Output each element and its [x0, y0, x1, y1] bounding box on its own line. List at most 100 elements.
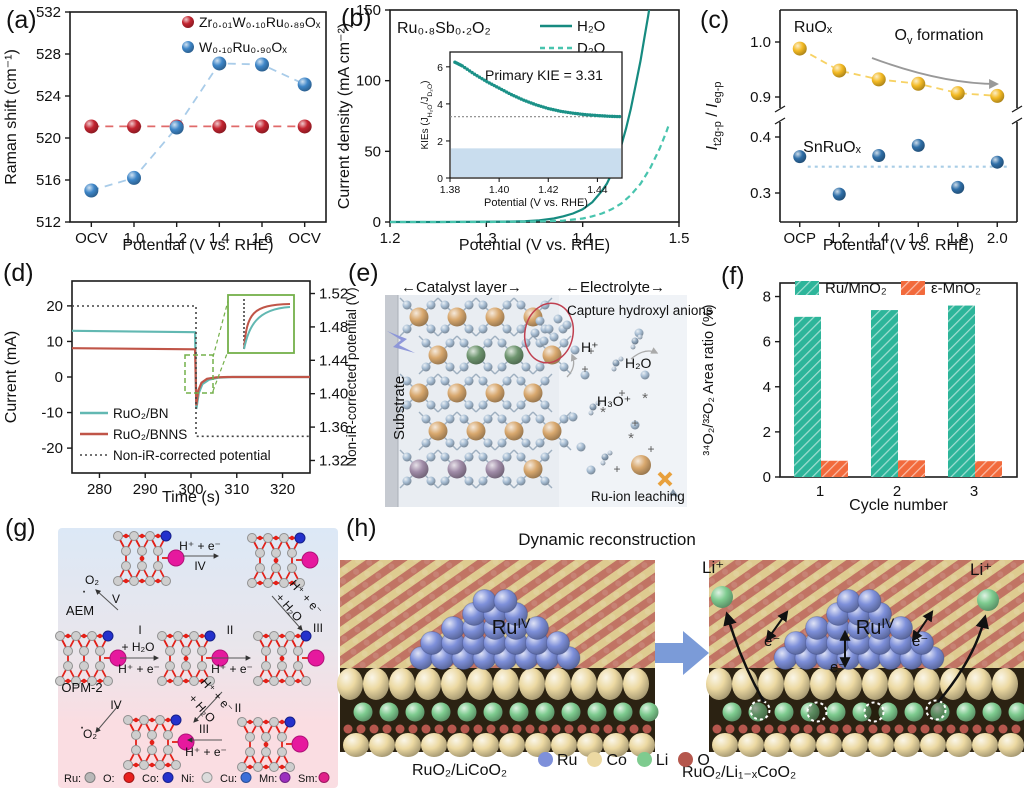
svg-text:Primary KIE = 3.31: Primary KIE = 3.31: [485, 67, 603, 83]
oxygen-atom: [440, 376, 450, 386]
svg-text:1.2: 1.2: [829, 230, 850, 247]
svg-text:+: +: [618, 386, 625, 400]
oxygen-atom: [516, 476, 526, 486]
li-vacancy: [925, 699, 947, 721]
panel-g: H⁺ + e⁻ IV O₂ V · AEM H⁺ + e⁻ + H₂O III I + H₂O H⁺ …: [0, 500, 340, 792]
legend-item-Li: Li: [636, 752, 668, 770]
metal-atom: [447, 459, 467, 479]
loose-oxygen: [568, 412, 578, 422]
oxygen-atom: [426, 376, 436, 386]
svg-text:1.42: 1.42: [538, 184, 559, 196]
oxygen-atom: [497, 414, 507, 424]
oxygen-atom: [402, 324, 412, 334]
svg-text:4: 4: [437, 99, 443, 111]
oxygen-atom: [426, 452, 436, 462]
3d-scene: RuIV: [337, 560, 659, 757]
svg-text:·: ·: [81, 583, 86, 600]
li-vacancy: [749, 699, 771, 721]
oxygen-atom: [440, 300, 450, 310]
svg-text:1.36: 1.36: [319, 419, 348, 436]
metal-atom: [409, 307, 429, 327]
oxygen-atom: [502, 400, 512, 410]
svg-text:V: V: [112, 592, 120, 606]
svg-text:Time (s): Time (s): [162, 489, 220, 506]
oxygen-atom: [440, 324, 450, 334]
metal-atom: [447, 307, 467, 327]
svg-text:0: 0: [55, 369, 63, 386]
oxygen-atom: [516, 452, 526, 462]
legend-dot: [538, 752, 553, 767]
svg-text:1.48: 1.48: [319, 319, 348, 336]
loose-oxygen: [539, 336, 549, 346]
svg-text:Cu:: Cu:: [220, 773, 237, 785]
svg-text:Raman shift (cm⁻¹): Raman shift (cm⁻¹): [3, 49, 20, 185]
svg-text:524: 524: [36, 88, 61, 105]
bar-ε-MnO₂-cycle1: [821, 460, 848, 477]
svg-text:6: 6: [763, 334, 771, 351]
svg-text:OCV: OCV: [75, 230, 108, 247]
svg-text:O:: O:: [103, 773, 115, 785]
lattice-structure: [113, 530, 185, 586]
3d-scene: RuIV: [706, 560, 1024, 757]
svg-text:0: 0: [373, 214, 381, 231]
svg-text:RuOₓ: RuOₓ: [794, 19, 833, 36]
svg-text:+: +: [581, 362, 588, 376]
loose-oxygen: [630, 420, 640, 430]
panel-f-tag: (f): [721, 262, 745, 290]
oxygen-atom: [483, 438, 493, 448]
svg-text:RuO₂/BN: RuO₂/BN: [113, 406, 169, 421]
svg-text:W₀.₁₀Ru₀.₉₀Oₓ: W₀.₁₀Ru₀.₉₀Oₓ: [199, 39, 287, 55]
lattice-structure: [253, 630, 325, 686]
data-point: [832, 187, 846, 201]
svg-text:+: +: [587, 344, 594, 358]
data-point: [951, 180, 965, 194]
oxygen-atom: [559, 414, 569, 424]
oxygen-atom: [497, 362, 507, 372]
svg-text:1.4: 1.4: [868, 230, 889, 247]
oxygen-atom: [445, 338, 455, 348]
svg-text:RuO₂/BNNS: RuO₂/BNNS: [113, 427, 187, 442]
data-point: [911, 76, 926, 91]
oxygen-atom: [521, 362, 531, 372]
metal-atom: [504, 345, 524, 365]
transition-arrow-icon: [655, 631, 709, 675]
panel-a-chart: 512 516 520 524 528 532 OCV 1.0 1.2 1.4 1.6 OCV Pote…: [3, 4, 327, 254]
oxygen-atom: [459, 438, 469, 448]
h2o-label: H₂O: [625, 355, 652, 371]
panel-b: 0 50 100 150 1.2 1.3 1.4 1.5 Potential (V vs. RH…: [335, 0, 689, 255]
loose-oxygen: [544, 324, 554, 334]
li-ion-label-left: Li⁺: [702, 558, 725, 577]
svg-text:3: 3: [970, 483, 978, 500]
legend-atom-Sm: [318, 772, 330, 783]
loose-oxygen: [549, 332, 559, 342]
oxygen-atom: [559, 338, 569, 348]
svg-text:2: 2: [763, 424, 771, 441]
oxygen-atom: [440, 476, 450, 486]
svg-text:III: III: [313, 621, 323, 635]
legend-atom-Cu: [240, 772, 252, 783]
loose-oxygen: [562, 320, 572, 330]
svg-text:1.0: 1.0: [124, 230, 145, 247]
oxygen-atom: [402, 452, 412, 462]
legend-atom-O: [123, 772, 135, 783]
svg-text:II: II: [227, 623, 234, 637]
legend-item-O: O: [678, 752, 710, 770]
svg-text:1.38: 1.38: [440, 184, 461, 196]
li-vacancy: [806, 701, 828, 723]
substrate-label: Substrate: [391, 375, 408, 440]
water-molecule: [589, 403, 597, 411]
svg-text:290: 290: [133, 481, 158, 498]
svg-text:1.52: 1.52: [319, 286, 348, 303]
loose-oxygen: [535, 316, 545, 326]
oxygen-atom: [478, 300, 488, 310]
panel-h-legend: Ru Co Li O: [538, 752, 710, 770]
svg-text:*: *: [628, 430, 634, 447]
svg-text:-20: -20: [41, 440, 63, 457]
svg-text:Ru:: Ru:: [64, 773, 81, 785]
oxygen-atom: [502, 300, 512, 310]
oxygen-atom: [421, 362, 431, 372]
svg-text:H⁺ + e⁻: H⁺ + e⁻: [179, 539, 221, 553]
ru-ion-leaching-label: Ru-ion leaching: [591, 489, 685, 504]
data-point: [127, 170, 141, 185]
